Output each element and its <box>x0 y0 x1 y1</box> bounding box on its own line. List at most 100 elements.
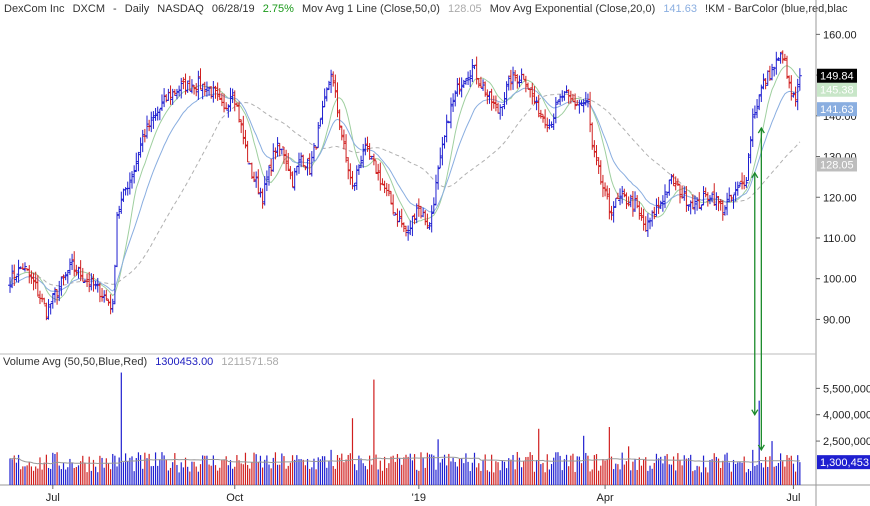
price-bar <box>459 77 464 98</box>
price-bar <box>27 265 32 284</box>
price-bar <box>256 169 261 195</box>
price-bar <box>85 273 90 287</box>
price-bar <box>346 157 351 180</box>
price-bar <box>241 115 246 145</box>
price-bar <box>519 68 524 84</box>
price-bar <box>590 122 595 150</box>
indicator-2-label[interactable]: Mov Avg Exponential (Close,20,0) <box>489 3 656 15</box>
price-bar <box>607 188 612 220</box>
volume-indicator-label[interactable]: Volume Avg (50,50,Blue,Red) <box>3 356 148 368</box>
price-bar <box>592 140 597 158</box>
price-bar <box>673 176 678 191</box>
price-bar <box>506 75 511 91</box>
price-bar <box>433 174 438 206</box>
price-bar <box>725 192 730 216</box>
price-bar <box>648 217 653 230</box>
price-bar <box>774 51 779 75</box>
price-bar <box>491 95 496 109</box>
time-tick-label: Oct <box>226 492 243 504</box>
price-bar <box>611 201 616 223</box>
price-bar <box>797 68 802 91</box>
price-bar <box>162 88 167 108</box>
indicator-1-label[interactable]: Mov Avg 1 Line (Close,50,0) <box>301 3 440 15</box>
price-bar <box>70 253 75 270</box>
price-bar <box>752 105 757 119</box>
price-bar <box>243 129 248 149</box>
price-bar <box>785 55 790 79</box>
price-bar <box>22 262 27 272</box>
price-bar <box>665 192 670 199</box>
time-tick-label: '19 <box>412 492 426 504</box>
price-bar <box>641 208 646 231</box>
price-bar <box>378 162 383 191</box>
price-bar <box>245 140 250 163</box>
price-bar <box>577 99 582 114</box>
volume-tick-label: 2,500,000 <box>823 436 870 448</box>
price-bar <box>793 86 798 107</box>
price-bar <box>609 205 614 221</box>
volume-tick-label: 4,000,000 <box>823 410 870 422</box>
price-bar <box>453 90 458 107</box>
price-bar <box>341 129 346 150</box>
price-bar <box>311 142 316 162</box>
price-bar <box>192 84 197 95</box>
price-bar <box>780 50 785 64</box>
price-bar <box>147 119 152 132</box>
price-bar <box>115 211 120 268</box>
price-bar <box>318 118 323 127</box>
price-bar <box>376 163 381 181</box>
price-bar <box>37 290 42 305</box>
dash: - <box>113 3 117 15</box>
price-bar <box>431 197 436 214</box>
price-bar <box>93 280 98 290</box>
svg-text:128.05: 128.05 <box>820 159 854 171</box>
indicator-2-value: 141.63 <box>663 3 697 15</box>
price-bar <box>72 251 77 277</box>
price-bar <box>371 153 376 166</box>
price-bars <box>8 50 802 321</box>
price-bar <box>290 171 295 188</box>
price-tick-label: 110.00 <box>823 233 856 245</box>
last-price-badge: 149.84 <box>817 68 857 83</box>
price-bar <box>117 205 122 219</box>
price-bar <box>211 81 216 103</box>
price-bar <box>344 134 349 163</box>
price-bar <box>333 74 338 98</box>
ema-20-line <box>9 87 801 293</box>
price-bar <box>384 182 389 197</box>
price-bar <box>260 188 265 209</box>
price-bar <box>543 109 548 129</box>
volume-average-path <box>9 456 800 465</box>
price-bar <box>275 137 280 157</box>
price-bar <box>735 181 740 196</box>
axes: 90.00100.00110.00120.00130.00140.00150.0… <box>46 29 870 504</box>
price-bar <box>795 78 800 111</box>
price-bar <box>59 276 64 296</box>
ema-value-badge: 141.63 <box>817 102 857 117</box>
price-bar <box>654 198 659 217</box>
price-bar <box>755 99 760 119</box>
price-bar <box>637 201 642 220</box>
price-bar <box>528 88 533 98</box>
price-bar <box>202 81 207 96</box>
indicator-3-label[interactable]: !KM - BarColor (blue,red,blac <box>705 3 848 15</box>
price-bar <box>168 85 173 105</box>
price-bar <box>134 152 139 173</box>
svg-text:149.84: 149.84 <box>820 71 854 83</box>
price-bar <box>474 56 479 85</box>
price-bar <box>652 206 657 220</box>
svg-text:141.63: 141.63 <box>820 104 854 116</box>
sma-short-path <box>9 65 801 301</box>
price-bar <box>500 106 505 117</box>
price-bar <box>603 182 608 197</box>
price-bar <box>80 267 85 282</box>
price-bar <box>545 117 550 133</box>
price-bar <box>121 188 126 202</box>
volume-average-line <box>9 456 800 465</box>
price-bar <box>558 94 563 106</box>
price-bar <box>159 94 164 111</box>
price-tick-label: 160.00 <box>823 29 857 41</box>
price-bar <box>224 102 229 110</box>
price-bar <box>194 83 199 97</box>
